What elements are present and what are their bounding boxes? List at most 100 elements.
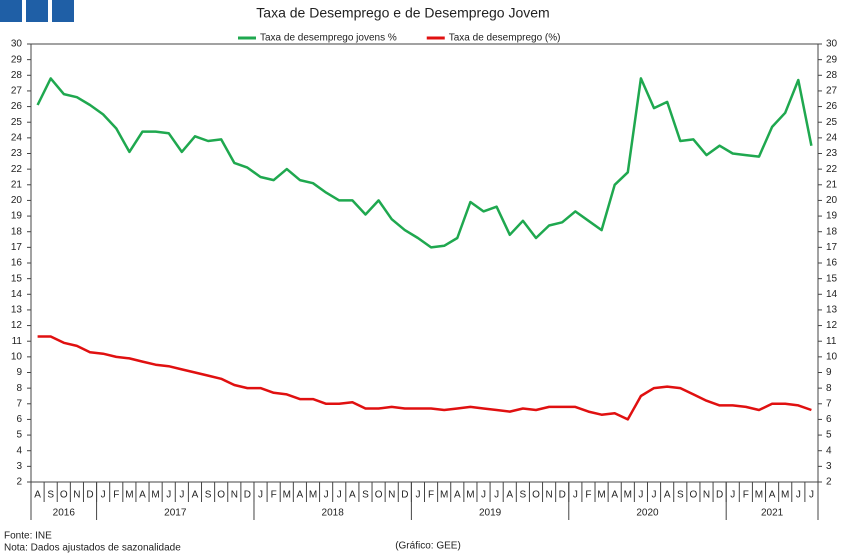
y2-tick-label: 18: [826, 226, 838, 237]
chart-title: Taxa de Desemprego e de Desemprego Jovem: [256, 5, 549, 21]
legend-label: Taxa de desemprego (%): [449, 33, 561, 44]
y-tick-label: 5: [16, 430, 22, 441]
x-tick-label: J: [415, 490, 420, 501]
x-tick-label: J: [652, 490, 657, 501]
x-tick-label: M: [466, 490, 474, 501]
x-tick-label: J: [481, 490, 486, 501]
y-tick-label: 19: [11, 211, 23, 222]
year-label: 2019: [479, 508, 502, 519]
y-tick-label: 23: [11, 148, 23, 159]
y2-tick-label: 16: [826, 258, 838, 269]
y2-tick-label: 6: [826, 414, 832, 425]
y-tick-label: 30: [11, 39, 23, 50]
y-tick-label: 16: [11, 258, 23, 269]
y-tick-label: 18: [11, 226, 23, 237]
y2-tick-label: 27: [826, 86, 838, 97]
x-tick-label: D: [559, 490, 566, 501]
x-tick-label: J: [809, 490, 814, 501]
x-tick-label: J: [730, 490, 735, 501]
plot-frame: [30, 43, 819, 483]
y-tick-label: 20: [11, 195, 23, 206]
y-tick-label: 7: [16, 398, 22, 409]
x-tick-label: D: [716, 490, 723, 501]
y-tick-label: 24: [11, 132, 23, 143]
y2-tick-label: 10: [826, 351, 838, 362]
y-tick-label: 10: [11, 351, 23, 362]
x-tick-label: J: [166, 490, 171, 501]
y-tick-label: 25: [11, 117, 23, 128]
x-tick-label: M: [597, 490, 605, 501]
y2-tick-label: 11: [826, 336, 837, 347]
y-tick-label: 8: [16, 383, 22, 394]
x-tick-label: A: [506, 490, 513, 501]
x-tick-label: M: [283, 490, 291, 501]
x-tick-label: A: [611, 490, 618, 501]
x-tick-label: O: [217, 490, 225, 501]
y-tick-label: 28: [11, 70, 23, 81]
x-tick-label: J: [494, 490, 499, 501]
y-tick-label: 14: [11, 289, 23, 300]
y-tick-label: 11: [12, 336, 23, 347]
x-tick-label: N: [231, 490, 238, 501]
y-tick-label: 21: [11, 179, 23, 190]
legend-label: Taxa de desemprego jovens %: [260, 33, 397, 44]
y-tick-label: 15: [11, 273, 23, 284]
y2-tick-label: 3: [826, 461, 832, 472]
y2-tick-label: 19: [826, 211, 838, 222]
x-tick-label: O: [532, 490, 540, 501]
x-tick-label: S: [677, 490, 684, 501]
year-label: 2018: [322, 508, 345, 519]
x-tick-label: D: [244, 490, 251, 501]
x-tick-label: S: [520, 490, 527, 501]
x-tick-label: F: [428, 490, 434, 501]
logo-square: [26, 0, 48, 22]
y-tick-label: 13: [11, 305, 23, 316]
y2-tick-label: 28: [826, 70, 838, 81]
y2-tick-label: 30: [826, 39, 838, 50]
x-tick-label: N: [545, 490, 552, 501]
note: Nota: Dados ajustados de sazonalidade: [4, 543, 181, 554]
x-tick-label: J: [337, 490, 342, 501]
x-tick-label: M: [125, 490, 133, 501]
year-label: 2021: [761, 508, 784, 519]
x-tick-label: J: [796, 490, 801, 501]
y2-tick-label: 13: [826, 305, 838, 316]
x-tick-label: J: [101, 490, 106, 501]
y2-tick-label: 7: [826, 398, 832, 409]
series-line: [37, 335, 812, 421]
y2-tick-label: 29: [826, 54, 838, 65]
x-tick-label: A: [664, 490, 671, 501]
x-tick-label: J: [324, 490, 329, 501]
y-tick-label: 2: [16, 477, 22, 488]
x-tick-label: N: [388, 490, 395, 501]
x-tick-label: F: [743, 490, 749, 501]
y-tick-label: 26: [11, 101, 23, 112]
logo-square: [52, 0, 74, 22]
y-tick-label: 3: [16, 461, 22, 472]
y2-tick-label: 22: [826, 164, 838, 175]
x-tick-label: O: [60, 490, 68, 501]
x-tick-label: A: [192, 490, 199, 501]
y2-tick-label: 9: [826, 367, 832, 378]
x-tick-label: N: [73, 490, 80, 501]
x-tick-label: D: [401, 490, 408, 501]
x-tick-label: F: [585, 490, 591, 501]
x-tick-label: J: [638, 490, 643, 501]
source: Fonte: INE: [4, 531, 52, 542]
x-tick-label: F: [271, 490, 277, 501]
y2-tick-label: 23: [826, 148, 838, 159]
y-tick-label: 12: [11, 320, 23, 331]
x-tick-label: F: [113, 490, 119, 501]
y2-tick-label: 2: [826, 477, 832, 488]
x-tick-label: J: [258, 490, 263, 501]
x-tick-label: M: [151, 490, 159, 501]
year-label: 2017: [164, 508, 187, 519]
y2-tick-label: 20: [826, 195, 838, 206]
y2-tick-label: 12: [826, 320, 838, 331]
y2-tick-label: 14: [826, 289, 838, 300]
x-tick-label: M: [309, 490, 317, 501]
x-tick-label: M: [440, 490, 448, 501]
x-tick-label: M: [755, 490, 763, 501]
x-tick-label: A: [454, 490, 461, 501]
